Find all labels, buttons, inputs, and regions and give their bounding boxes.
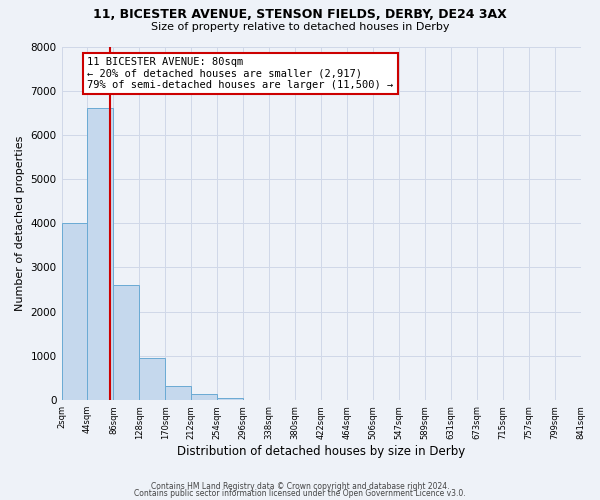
Bar <box>217 398 243 400</box>
Bar <box>139 358 166 400</box>
Text: Contains public sector information licensed under the Open Government Licence v3: Contains public sector information licen… <box>134 489 466 498</box>
Bar <box>113 285 139 400</box>
Text: Size of property relative to detached houses in Derby: Size of property relative to detached ho… <box>151 22 449 32</box>
Bar <box>88 108 113 400</box>
Bar <box>166 386 191 400</box>
Text: 11, BICESTER AVENUE, STENSON FIELDS, DERBY, DE24 3AX: 11, BICESTER AVENUE, STENSON FIELDS, DER… <box>93 8 507 20</box>
Text: Contains HM Land Registry data © Crown copyright and database right 2024.: Contains HM Land Registry data © Crown c… <box>151 482 449 491</box>
X-axis label: Distribution of detached houses by size in Derby: Distribution of detached houses by size … <box>177 444 465 458</box>
Text: 11 BICESTER AVENUE: 80sqm
← 20% of detached houses are smaller (2,917)
79% of se: 11 BICESTER AVENUE: 80sqm ← 20% of detac… <box>88 57 394 90</box>
Bar <box>191 394 217 400</box>
Y-axis label: Number of detached properties: Number of detached properties <box>15 136 25 311</box>
Bar <box>62 224 88 400</box>
